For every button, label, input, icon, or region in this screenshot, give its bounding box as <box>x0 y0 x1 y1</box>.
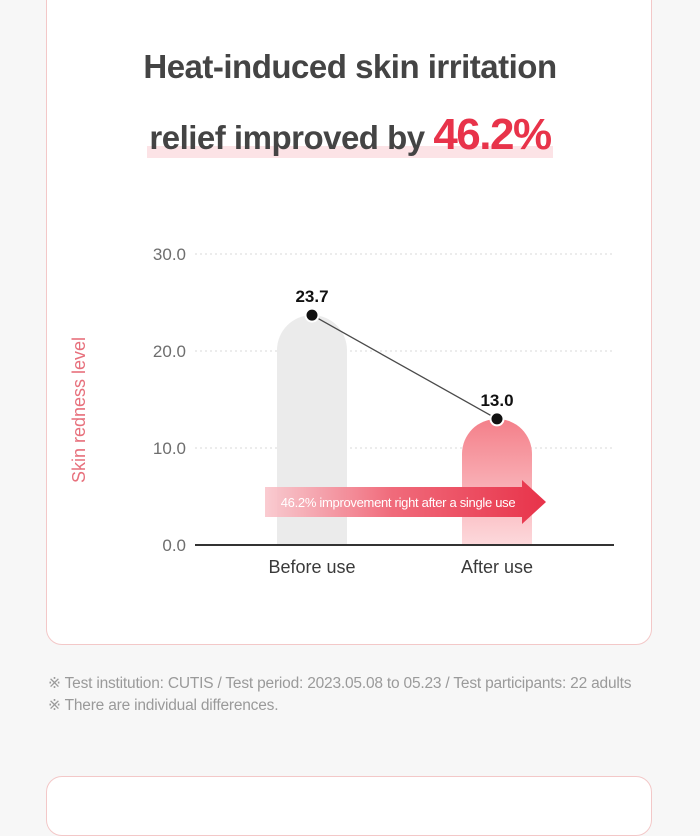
x-tick-label: Before use <box>268 557 355 577</box>
y-axis-label: Skin redness level <box>69 337 89 483</box>
improvement-arrow <box>265 480 546 524</box>
bar-1 <box>462 418 532 545</box>
headline-line2-text: relief improved by 46.2% <box>147 110 553 160</box>
y-tick-label: 20.0 <box>153 342 186 361</box>
y-tick-label: 30.0 <box>153 245 186 264</box>
headline-percentage: 46.2% <box>433 110 552 159</box>
trend-line <box>311 314 498 420</box>
headline-line1: Heat-induced skin irritation <box>143 48 557 85</box>
headline-line2: relief improved by 46.2% <box>0 110 700 160</box>
next-card <box>46 776 652 836</box>
improvement-annotation: 46.2% improvement right after a single u… <box>281 495 516 510</box>
redness-chart: 0.0 10.0 20.0 30.0 Skin redness level 23.7 13.… <box>69 245 614 577</box>
headline-prefix: relief improved by <box>149 119 425 156</box>
value-label: 23.7 <box>295 287 328 306</box>
data-point <box>489 411 505 427</box>
x-tick-label: After use <box>461 557 533 577</box>
y-tick-label: 10.0 <box>153 439 186 458</box>
data-point <box>304 307 320 323</box>
result-card <box>46 0 652 645</box>
value-label: 13.0 <box>480 391 513 410</box>
footnote-disclaimer: ※ There are individual differences. <box>48 697 279 714</box>
y-tick-label: 0.0 <box>162 536 186 555</box>
footnote-test-info: ※ Test institution: CUTIS / Test period:… <box>48 675 632 692</box>
